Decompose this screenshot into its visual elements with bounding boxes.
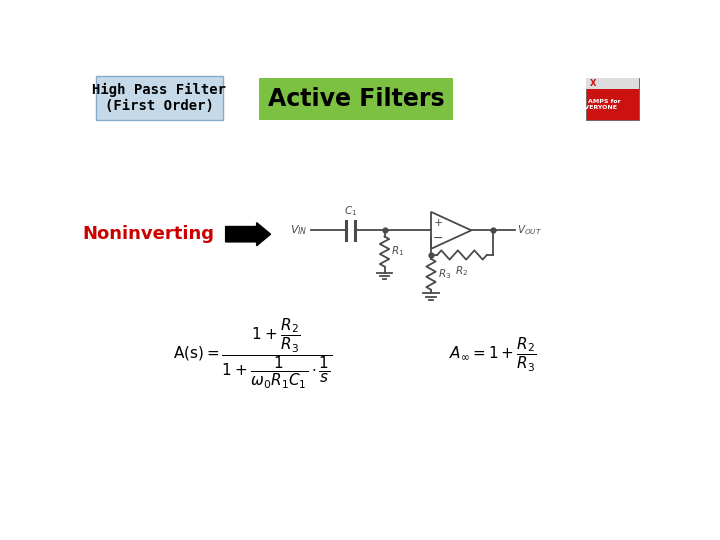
FancyBboxPatch shape (96, 76, 222, 120)
Text: $\mathrm{A(s)} = \dfrac{1 + \dfrac{R_2}{R_3}}{1 + \dfrac{1}{\omega_0 R_1 C_1} \c: $\mathrm{A(s)} = \dfrac{1 + \dfrac{R_2}{… (173, 316, 333, 391)
Text: $R_2$: $R_2$ (456, 264, 469, 278)
Text: $V_{IN}$: $V_{IN}$ (290, 224, 307, 237)
Text: $R_3$: $R_3$ (438, 267, 451, 281)
Text: $V_{OUT}$: $V_{OUT}$ (517, 224, 542, 237)
Text: $A_{\infty} = 1 + \dfrac{R_2}{R_3}$: $A_{\infty} = 1 + \dfrac{R_2}{R_3}$ (449, 336, 537, 374)
Text: +: + (433, 218, 443, 228)
FancyArrow shape (225, 222, 271, 246)
Text: X: X (590, 79, 596, 88)
Text: High Pass Filter
(First Order): High Pass Filter (First Order) (92, 83, 226, 113)
FancyBboxPatch shape (586, 78, 639, 89)
Text: OP AMPS for
EVERYONE: OP AMPS for EVERYONE (576, 99, 621, 110)
FancyBboxPatch shape (586, 78, 639, 120)
Text: $R_1$: $R_1$ (392, 245, 405, 259)
Text: $C_1$: $C_1$ (343, 204, 357, 218)
Text: −: − (433, 232, 444, 245)
Text: Noninverting: Noninverting (82, 225, 214, 243)
Text: Active Filters: Active Filters (268, 87, 444, 111)
FancyBboxPatch shape (259, 78, 453, 120)
